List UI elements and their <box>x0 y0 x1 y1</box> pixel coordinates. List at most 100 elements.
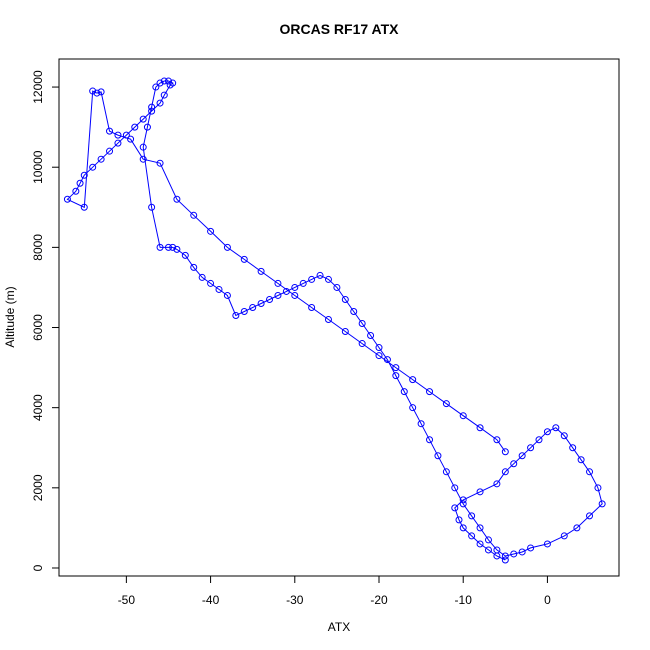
data-point <box>291 291 299 299</box>
data-point <box>501 468 509 476</box>
data-point <box>358 320 366 328</box>
data-point <box>156 99 164 107</box>
data-point <box>493 546 501 554</box>
data-point <box>93 89 101 97</box>
y-tick-label: 4000 <box>31 394 45 421</box>
data-point <box>573 524 581 532</box>
data-point <box>501 556 509 564</box>
data-point <box>240 255 248 263</box>
data-point <box>274 279 282 287</box>
data-point <box>510 550 518 558</box>
y-axis-label: Altitude (m) <box>3 286 17 347</box>
data-point <box>316 271 324 279</box>
x-tick-label: -40 <box>202 593 220 607</box>
data-point <box>139 143 147 151</box>
data-point <box>442 468 450 476</box>
x-tick-label: -30 <box>286 593 304 607</box>
data-point <box>468 512 476 520</box>
data-point <box>63 195 71 203</box>
data-point <box>152 83 160 91</box>
data-point <box>156 243 164 251</box>
data-point <box>598 500 606 508</box>
data-point <box>459 412 467 420</box>
data-point <box>375 344 383 352</box>
data-point <box>308 303 316 311</box>
data-point <box>169 243 177 251</box>
x-tick-label: 0 <box>544 593 551 607</box>
x-axis: -50 -40 -30 -20 -10 0 <box>118 575 551 607</box>
data-point <box>160 77 168 85</box>
data-point <box>468 532 476 540</box>
data-point <box>223 243 231 251</box>
plot-frame <box>58 58 620 577</box>
y-tick-label: 8000 <box>31 234 45 261</box>
data-point <box>215 285 223 293</box>
data-point <box>392 372 400 380</box>
data-point <box>148 103 156 111</box>
data-point <box>89 87 97 95</box>
y-tick-label: 10000 <box>31 150 45 184</box>
data-point <box>156 159 164 167</box>
data-point <box>291 283 299 291</box>
data-point <box>442 400 450 408</box>
data-point <box>451 484 459 492</box>
data-point <box>282 287 290 295</box>
data-point <box>476 488 484 496</box>
data-point <box>501 552 509 560</box>
data-point <box>451 504 459 512</box>
data-point <box>80 171 88 179</box>
data-point <box>89 163 97 171</box>
data-point <box>493 436 501 444</box>
data-point <box>173 245 181 253</box>
y-tick-label: 0 <box>31 564 45 571</box>
data-point <box>518 452 526 460</box>
data-point <box>586 512 594 520</box>
data-point <box>207 279 215 287</box>
y-axis: 0 2000 4000 6000 8000 10000 12000 <box>31 70 60 571</box>
data-point <box>299 279 307 287</box>
data-point <box>80 203 88 211</box>
data-point <box>143 123 151 131</box>
data-point <box>160 91 168 99</box>
data-point <box>122 131 130 139</box>
data-point <box>173 195 181 203</box>
data-point <box>552 424 560 432</box>
data-point <box>527 444 535 452</box>
data-point <box>350 307 358 315</box>
x-tick-label: -10 <box>455 593 473 607</box>
data-point <box>324 316 332 324</box>
data-point <box>333 283 341 291</box>
data-point <box>358 340 366 348</box>
data-point <box>106 147 114 155</box>
data-point <box>341 328 349 336</box>
data-point <box>131 123 139 131</box>
data-point <box>106 127 114 135</box>
data-point <box>139 155 147 163</box>
data-point <box>501 448 509 456</box>
data-point <box>166 81 174 89</box>
data-point <box>207 227 215 235</box>
data-point <box>156 79 164 87</box>
data-point <box>375 352 383 360</box>
x-tick-label: -20 <box>370 593 388 607</box>
data-point <box>97 155 105 163</box>
data-point <box>190 263 198 271</box>
data-point <box>392 364 400 372</box>
data-point <box>543 428 551 436</box>
data-point <box>114 139 122 147</box>
data-point <box>114 131 122 139</box>
data-point <box>148 203 156 211</box>
data-point <box>510 460 518 468</box>
data-point <box>594 484 602 492</box>
data-point <box>324 275 332 283</box>
data-point <box>257 299 265 307</box>
data-point <box>459 524 467 532</box>
data-point <box>72 187 80 195</box>
data-point <box>97 88 105 96</box>
data-point <box>493 480 501 488</box>
data-point <box>223 291 231 299</box>
series-group <box>63 77 606 564</box>
data-point <box>434 452 442 460</box>
data-point <box>560 532 568 540</box>
data-point <box>426 388 434 396</box>
